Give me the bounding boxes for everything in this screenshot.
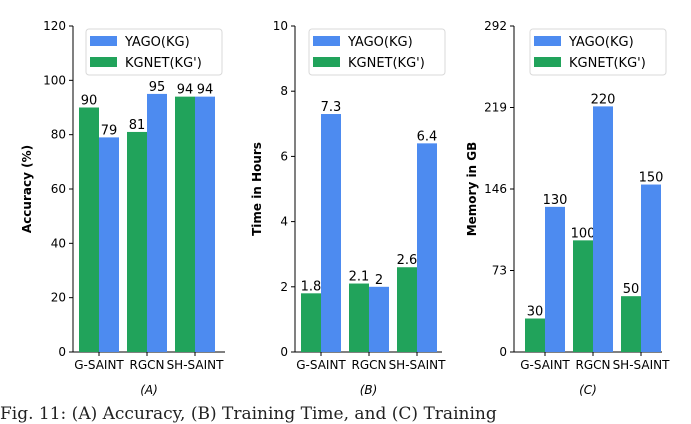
y-tick-label: 292 [484,19,507,33]
bar [397,267,417,352]
y-tick-label: 40 [51,236,66,250]
y-tick-label: 6 [280,149,288,163]
x-tick-label: G-SAINT [74,358,124,372]
figure-caption: Fig. 11: (A) Accuracy, (B) Training Time… [0,404,497,424]
bar [593,106,613,352]
bar [127,131,147,352]
y-tick-label: 4 [280,215,288,229]
panel-label: (B) [360,383,378,397]
y-tick-label: 73 [492,264,507,278]
bar [349,283,369,352]
x-tick-label: SH-SAINT [389,358,447,372]
bar [301,293,321,352]
legend: YAGO(KG) KGNET(KG') [85,28,223,76]
legend-swatch [313,57,340,67]
bar [525,318,545,352]
y-tick-label: 80 [51,128,66,142]
legend-swatch [534,36,561,46]
y-tick-label: 0 [499,345,507,359]
chart-panel-3: 0 73 146 219 292 G-SAINT 30 130 RGCN 100 220 SH-SAI… [465,19,670,397]
data-label: 94 [197,83,214,98]
y-tick-label: 219 [484,101,507,115]
data-label: 100 [571,226,596,241]
bar [175,96,195,352]
data-label: 220 [591,92,616,107]
data-label: 94 [177,83,194,98]
y-tick-label: 60 [51,182,66,196]
data-label: 150 [639,171,664,186]
legend-swatch [313,36,340,46]
legend-label: KGNET(KG') [348,56,425,71]
bar [99,137,119,352]
legend-swatch [90,36,117,46]
bar [147,93,167,353]
data-label: 30 [527,305,544,320]
x-tick-label: SH-SAINT [613,358,671,372]
y-axis-label: Memory in GB [465,142,479,237]
y-tick-label: 100 [43,73,66,87]
legend-swatch [90,57,117,67]
y-axis-label: Time in Hours [250,142,264,236]
y-tick-label: 2 [280,280,288,294]
panel-label: (A) [140,383,158,397]
data-label: 95 [149,80,166,95]
data-label: 6.4 [417,129,438,144]
chart-panels: 020406080100120G-SAINT9079RGCN8195SH-SAI… [20,19,670,397]
x-tick-label: RGCN [576,358,611,372]
y-axis-label: Accuracy (%) [20,145,34,233]
legend: YAGO(KG) KGNET(KG') [529,28,667,76]
data-label: 79 [101,123,118,138]
legend-frame [529,28,667,76]
data-label: 2.1 [349,270,370,285]
bar [79,107,99,352]
data-label: 50 [623,282,640,297]
data-label: 7.3 [321,100,342,115]
data-label: 2.6 [397,253,418,268]
y-tick-label: 20 [51,291,66,305]
x-tick-label: G-SAINT [296,358,346,372]
y-tick-label: 0 [280,345,288,359]
bar [417,143,437,352]
legend-label: YAGO(KG) [568,35,634,50]
legend-frame [308,28,446,76]
data-label: 1.8 [301,279,322,294]
legend-label: KGNET(KG') [569,56,646,71]
bar [641,184,661,352]
data-label: 130 [543,193,568,208]
legend-swatch [534,57,561,67]
bar [621,296,641,352]
x-tick-label: SH-SAINT [167,358,225,372]
chart-panel-2: 0 2 4 6 8 10 G-SAINT 1.8 7.3 RGCN 2.1 2 SH-SAINT 2.6 6… [250,19,446,397]
legend-label: YAGO(KG) [347,35,413,50]
bar [545,206,565,352]
y-tick-label: 146 [484,182,507,196]
bar [573,240,593,352]
x-tick-label: RGCN [352,358,387,372]
x-tick-label: G-SAINT [520,358,570,372]
legend: YAGO(KG) KGNET(KG') [308,28,446,76]
data-label: 90 [81,94,98,109]
legend-label: KGNET(KG') [125,56,202,71]
legend-frame [85,28,223,76]
x-tick-label: RGCN [130,358,165,372]
bar [369,286,389,352]
bar [195,96,215,352]
legend-label: YAGO(KG) [124,35,190,50]
bar [321,114,341,353]
y-tick-label: 120 [43,19,66,33]
data-label: 81 [129,118,146,133]
panel-label: (C) [579,383,597,397]
y-tick-label: 8 [280,84,288,98]
y-tick-label: 0 [58,345,66,359]
data-label: 2 [375,273,383,288]
y-tick-label: 10 [273,19,288,33]
